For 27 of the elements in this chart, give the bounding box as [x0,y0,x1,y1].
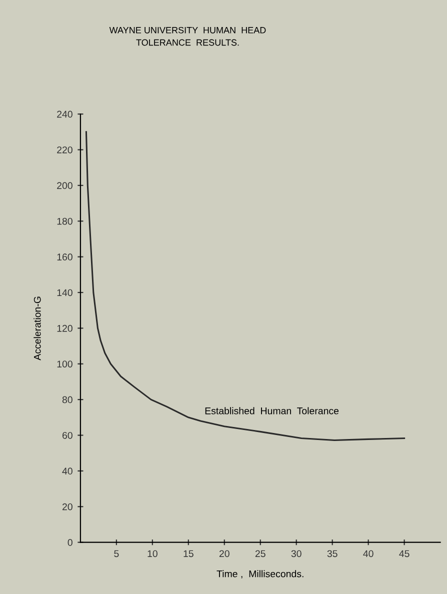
x-tick-label: 25 [255,550,266,558]
y-tick-label: 220 [57,146,72,154]
x-tick-label: 10 [148,550,158,558]
y-tick-label: 40 [62,468,72,475]
y-tick-label: 160 [57,254,72,260]
y-tick-label: 180 [57,218,72,225]
y-tick-label: 200 [57,182,72,190]
x-tick-label: 20 [219,550,230,558]
x-tick-label: 35 [327,550,338,558]
y-tick-label: 0 [68,539,72,546]
y-tick-label: 80 [62,396,72,404]
line-series [85,131,406,442]
chart-title: WAYNE UNIVERSITY HUMAN HEAD TOLERANCE RESULTS. [109,26,266,46]
x-axis-title: Time , Milliseconds. [216,570,304,578]
x-tick-label: 15 [184,550,194,558]
y-tick-label: 240 [57,110,72,118]
y-tick-label: 100 [57,360,72,368]
y-tick-label: 20 [62,503,72,510]
y-tick-label: 60 [62,432,72,439]
annotation: Established Human Tolerance [205,407,339,414]
x-tick-label: 40 [363,550,374,558]
y-tick-label: 120 [57,324,72,332]
x-tick-label: 45 [399,550,410,558]
x-tick-label: 30 [291,550,302,558]
x-tick-label: 5 [114,550,119,558]
y-axis-title: Acceleration-G [34,296,41,360]
y-tick-label: 140 [57,289,72,296]
